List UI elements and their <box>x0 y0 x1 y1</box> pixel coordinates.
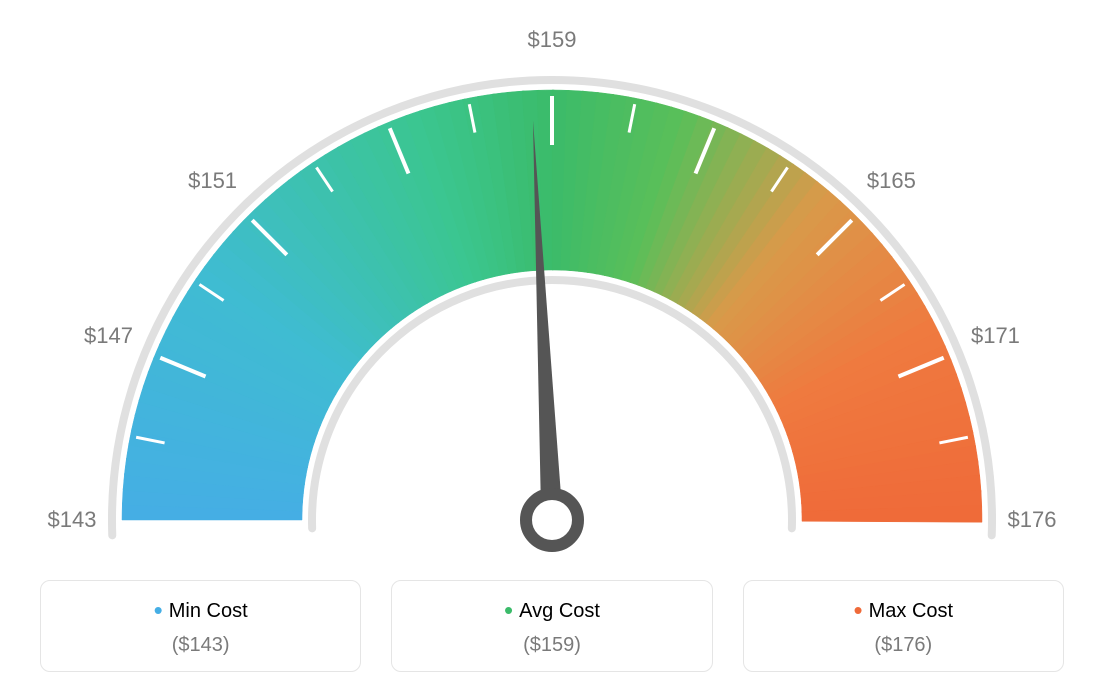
legend-min-title: • Min Cost <box>41 595 360 626</box>
legend-avg: • Avg Cost ($159) <box>391 580 712 672</box>
dot-icon: • <box>154 595 163 625</box>
gauge-chart: $143 $147 $151 $159 $165 $171 $176 <box>0 0 1104 570</box>
scale-label: $165 <box>867 168 916 194</box>
scale-label: $151 <box>188 168 237 194</box>
dot-icon: • <box>854 595 863 625</box>
legend-max-label: Max Cost <box>869 600 953 622</box>
legend-min: • Min Cost ($143) <box>40 580 361 672</box>
scale-label: $159 <box>528 27 577 53</box>
scale-label: $147 <box>84 323 133 349</box>
dot-icon: • <box>504 595 513 625</box>
scale-label: $143 <box>48 507 97 533</box>
gauge-svg <box>0 0 1104 570</box>
legend-avg-value: ($159) <box>392 634 711 657</box>
legend-min-value: ($143) <box>41 634 360 657</box>
legend-max: • Max Cost ($176) <box>743 580 1064 672</box>
legend-max-title: • Max Cost <box>744 595 1063 626</box>
legend-row: • Min Cost ($143) • Avg Cost ($159) • Max C… <box>0 580 1104 672</box>
legend-avg-label: Avg Cost <box>519 600 600 622</box>
legend-min-label: Min Cost <box>169 600 248 622</box>
legend-max-value: ($176) <box>744 634 1063 657</box>
scale-label: $176 <box>1008 507 1057 533</box>
scale-label: $171 <box>971 323 1020 349</box>
legend-avg-title: • Avg Cost <box>392 595 711 626</box>
